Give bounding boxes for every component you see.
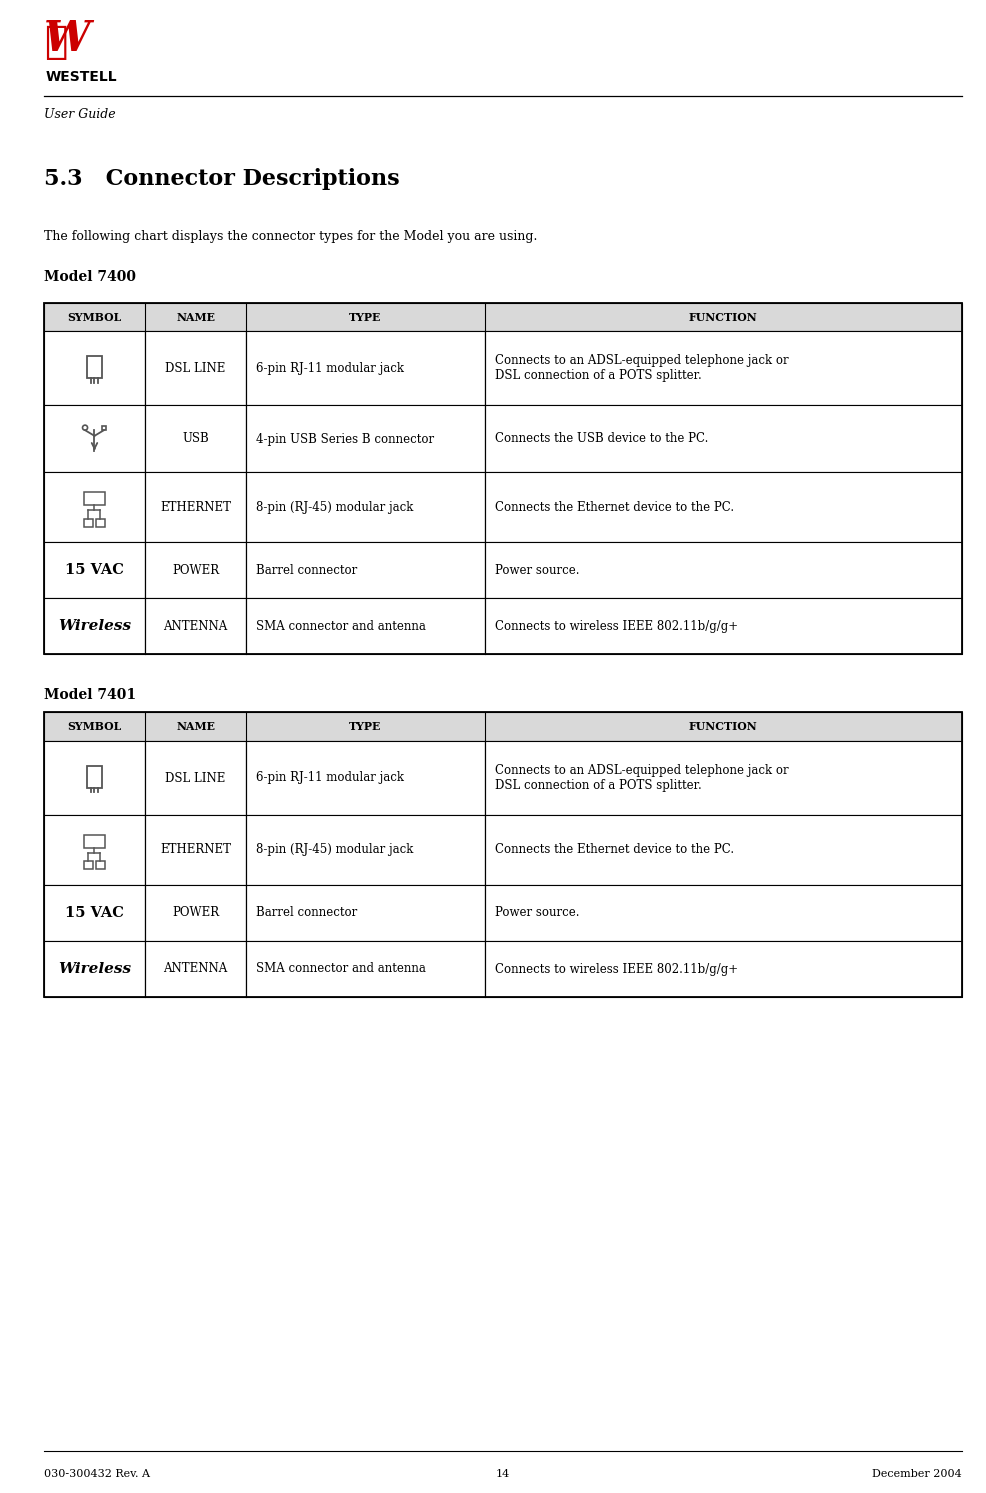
Text: Connects to an ADSL-equipped telephone jack or
DSL connection of a POTS splitter: Connects to an ADSL-equipped telephone j… [494,354,788,382]
Bar [246,599,484,654]
Bar [84,518,93,527]
Text: DSL LINE: DSL LINE [165,772,226,784]
Text: Ⓦ: Ⓦ [44,22,67,61]
Text: Connects to an ADSL-equipped telephone jack or
DSL connection of a POTS splitter: Connects to an ADSL-equipped telephone j… [494,764,788,791]
Bar [145,542,246,599]
Text: POWER: POWER [172,906,219,920]
Text: 6-pin RJ-11 modular jack: 6-pin RJ-11 modular jack [255,772,403,784]
Text: SYMBOL: SYMBOL [67,721,121,732]
Bar [484,741,961,815]
Bar [484,885,961,941]
Bar [246,815,484,885]
Bar [44,472,145,542]
Text: Connects to wireless IEEE 802.11b/g/g+: Connects to wireless IEEE 802.11b/g/g+ [494,963,737,975]
Text: Barrel connector: Barrel connector [255,564,357,576]
Bar [44,885,145,941]
Bar [44,406,145,472]
Text: ETHERNET: ETHERNET [160,502,231,514]
Bar [246,331,484,406]
Text: FUNCTION: FUNCTION [688,312,757,322]
Text: DSL LINE: DSL LINE [165,361,226,375]
Bar [44,941,145,997]
Bar [84,861,93,869]
Text: WESTELL: WESTELL [46,70,117,84]
Bar [44,303,961,331]
Text: 030-300432 Rev. A: 030-300432 Rev. A [44,1469,150,1480]
Text: Barrel connector: Barrel connector [255,906,357,920]
Text: December 2004: December 2004 [872,1469,961,1480]
Text: Connects the Ethernet device to the PC.: Connects the Ethernet device to the PC. [494,844,733,857]
Text: Wireless: Wireless [58,961,131,976]
Text: 8-pin (RJ-45) modular jack: 8-pin (RJ-45) modular jack [255,502,413,514]
Text: 15 VAC: 15 VAC [65,906,124,920]
Bar [246,472,484,542]
Bar [246,406,484,472]
Bar [484,941,961,997]
Text: TYPE: TYPE [349,721,381,732]
Text: Connects the USB device to the PC.: Connects the USB device to the PC. [494,433,707,445]
Text: Model 7401: Model 7401 [44,688,136,703]
Text: 8-pin (RJ-45) modular jack: 8-pin (RJ-45) modular jack [255,844,413,857]
Bar [246,741,484,815]
Text: ETHERNET: ETHERNET [160,844,231,857]
Bar [145,331,246,406]
Bar [145,885,246,941]
Text: FUNCTION: FUNCTION [688,721,757,732]
Bar [44,712,961,997]
Text: Power source.: Power source. [494,906,579,920]
Bar [246,885,484,941]
Text: NAME: NAME [176,312,215,322]
Bar [44,542,145,599]
Text: ANTENNA: ANTENNA [163,963,228,975]
Bar [484,542,961,599]
Text: NAME: NAME [176,721,215,732]
Bar [102,426,106,430]
Bar [96,518,106,527]
Bar [484,599,961,654]
Bar [484,815,961,885]
Bar [145,815,246,885]
Bar [484,406,961,472]
Text: The following chart displays the connector types for the Model you are using.: The following chart displays the connect… [44,230,536,243]
Text: SYMBOL: SYMBOL [67,312,121,322]
Bar [44,599,145,654]
Bar [145,599,246,654]
Text: POWER: POWER [172,564,219,576]
Bar [145,941,246,997]
Bar [44,303,961,654]
Text: W: W [44,18,91,60]
Bar [246,542,484,599]
Bar [484,331,961,406]
Bar [84,835,105,848]
Text: TYPE: TYPE [349,312,381,322]
Bar [145,406,246,472]
Bar [44,331,145,406]
Text: 15 VAC: 15 VAC [65,563,124,578]
Bar [145,472,246,542]
Bar [44,712,961,741]
Text: SMA connector and antenna: SMA connector and antenna [255,963,425,975]
Text: Model 7400: Model 7400 [44,270,136,284]
Bar [246,941,484,997]
Bar [84,493,105,506]
Text: 4-pin USB Series B connector: 4-pin USB Series B connector [255,433,434,445]
Text: 14: 14 [495,1469,510,1480]
Text: Connects to wireless IEEE 802.11b/g/g+: Connects to wireless IEEE 802.11b/g/g+ [494,620,737,633]
Text: USB: USB [181,433,209,445]
Text: Power source.: Power source. [494,564,579,576]
Bar [44,815,145,885]
Text: ANTENNA: ANTENNA [163,620,228,633]
Bar [87,357,102,378]
Bar [44,741,145,815]
Bar [87,766,102,788]
Bar [484,472,961,542]
Bar [145,741,246,815]
Text: Connects the Ethernet device to the PC.: Connects the Ethernet device to the PC. [494,502,733,514]
Text: User Guide: User Guide [44,107,115,121]
Bar [96,861,106,869]
Text: Wireless: Wireless [58,620,131,633]
Text: SMA connector and antenna: SMA connector and antenna [255,620,425,633]
Text: 6-pin RJ-11 modular jack: 6-pin RJ-11 modular jack [255,361,403,375]
Text: 5.3   Connector Descriptions: 5.3 Connector Descriptions [44,169,399,190]
